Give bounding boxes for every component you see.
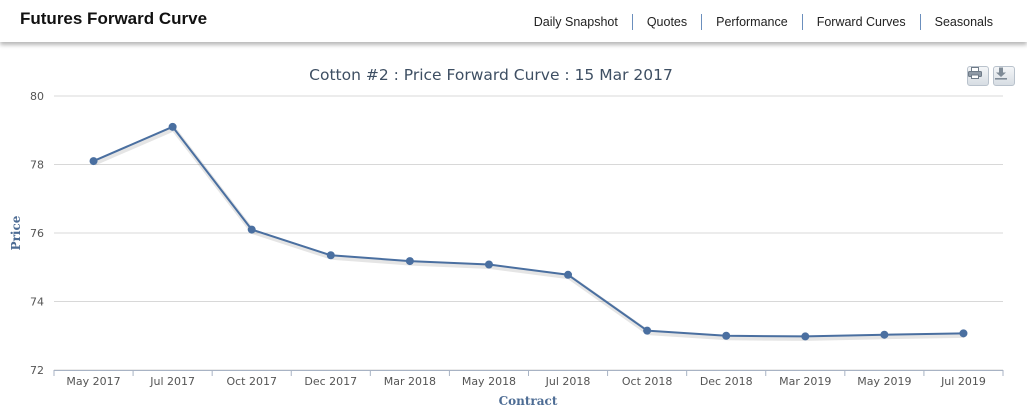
series-shadow	[93, 126, 965, 341]
x-tick-label: May 2017	[66, 375, 120, 388]
x-tick-label: Oct 2017	[226, 375, 277, 388]
x-tick-label: Mar 2019	[779, 375, 831, 388]
nav-divider	[631, 14, 633, 30]
x-tick-label: Jul 2017	[149, 375, 195, 388]
x-tick-label: Oct 2018	[622, 375, 673, 388]
data-point	[168, 122, 177, 131]
y-tick-label: 80	[30, 90, 44, 103]
top-bar: Futures Forward Curve Daily Snapshot Quo…	[0, 0, 1027, 42]
x-tick-label: Dec 2017	[304, 375, 357, 388]
data-point	[722, 331, 731, 340]
x-tick-label: Mar 2018	[384, 375, 436, 388]
nav-forward-curves[interactable]: Forward Curves	[816, 15, 906, 29]
x-tick-label: Dec 2018	[700, 375, 753, 388]
nav-daily-snapshot[interactable]: Daily Snapshot	[533, 15, 618, 29]
print-button[interactable]	[967, 66, 989, 86]
data-point	[484, 260, 493, 269]
y-tick-label: 78	[30, 159, 44, 172]
x-tick-label: May 2019	[857, 375, 911, 388]
data-point	[564, 270, 573, 279]
chart-title: Cotton #2 : Price Forward Curve : 15 Mar…	[309, 66, 673, 84]
y-tick-label: 72	[30, 364, 44, 377]
x-tick-label: Jul 2018	[545, 375, 591, 388]
nav-seasonals[interactable]: Seasonals	[934, 15, 993, 29]
print-icon	[968, 67, 982, 79]
nav-divider	[801, 14, 803, 30]
nav-performance[interactable]: Performance	[716, 15, 788, 29]
nav-quotes[interactable]: Quotes	[646, 15, 688, 29]
data-point	[643, 326, 652, 335]
series-line	[93, 125, 964, 338]
data-point	[801, 332, 810, 341]
data-point	[247, 225, 256, 234]
y-axis-title: Price	[9, 215, 23, 250]
nav-menu: Daily Snapshot Quotes Performance Forwar…	[520, 14, 1007, 30]
download-icon	[995, 67, 1007, 80]
data-point	[959, 329, 968, 338]
y-tick-label: 76	[30, 227, 44, 240]
nav-divider	[701, 14, 703, 30]
download-button[interactable]	[993, 66, 1015, 86]
app-title: Futures Forward Curve	[20, 9, 208, 28]
data-point	[326, 251, 335, 260]
y-tick-label: 74	[30, 296, 44, 309]
nav-divider	[919, 14, 921, 30]
x-axis-title: Contract	[499, 394, 558, 408]
x-tick-label: May 2018	[462, 375, 516, 388]
data-point	[89, 157, 98, 166]
data-point	[880, 330, 889, 339]
x-tick-label: Jul 2019	[940, 375, 986, 388]
data-point	[405, 257, 414, 266]
